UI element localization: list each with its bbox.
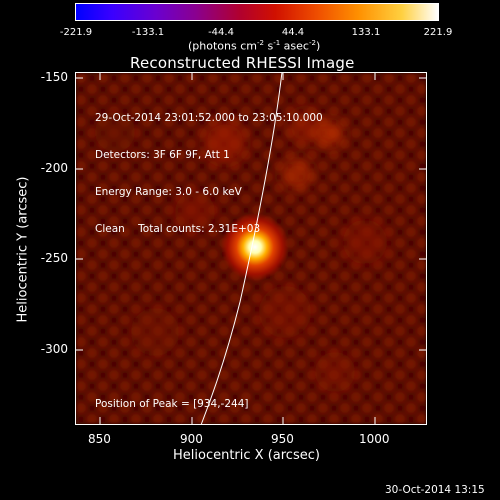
y-tick-label: -200 — [40, 161, 68, 175]
plot-title: Reconstructed RHESSI Image — [130, 54, 355, 72]
colorbar-tick: -133.1 — [131, 27, 165, 38]
colorbar-tick: 133.1 — [351, 27, 381, 38]
x-axis-ticks — [99, 72, 376, 425]
colorbar-tick-labels: -221.9 -133.1 -44.4 44.4 133.1 221.9 — [0, 27, 500, 41]
detectors: Detectors: 3F 6F 9F, Att 1 — [95, 149, 230, 162]
y-axis-ticks — [75, 77, 427, 351]
colorbar-tick: -221.9 — [59, 27, 93, 38]
y-tick-label: -300 — [40, 342, 68, 356]
y-tick-label: -250 — [40, 251, 68, 265]
x-axis-title: Heliocentric X (arcsec) — [173, 448, 320, 463]
x-tick-label: 950 — [271, 432, 294, 446]
footer-date: 30-Oct-2014 13:15 — [385, 484, 485, 496]
x-tick-label: 900 — [180, 432, 203, 446]
solar-limb — [200, 72, 283, 425]
image-border — [75, 72, 427, 425]
y-tick-label: -150 — [40, 70, 68, 84]
peak-position-label: Position of Peak = [934,-244] — [95, 398, 249, 410]
colorbar — [75, 3, 439, 21]
x-tick-label: 1000 — [359, 432, 390, 446]
x-tick-label: 850 — [88, 432, 111, 446]
time-range: 29-Oct-2014 23:01:52.000 to 23:05:10.000 — [95, 111, 323, 124]
observation-info: 29-Oct-2014 23:01:52.000 to 23:05:10.000… — [95, 87, 323, 248]
colorbar-tick: -44.4 — [208, 27, 234, 38]
y-axis-title: Heliocentric Y (arcsec) — [15, 176, 31, 323]
rhessi-image — [75, 72, 427, 425]
emission-blobs — [95, 109, 387, 392]
colorbar-tick: 221.9 — [423, 27, 453, 38]
flare-peak — [221, 213, 289, 281]
colorbar-tick: 44.4 — [281, 27, 305, 38]
colorbar-units: (photons cm-2 s-1 asec-2) — [188, 39, 321, 53]
clean-total-counts: Clean Total counts: 2.31E+03 — [95, 223, 261, 236]
energy-range: Energy Range: 3.0 - 6.0 keV — [95, 186, 242, 199]
